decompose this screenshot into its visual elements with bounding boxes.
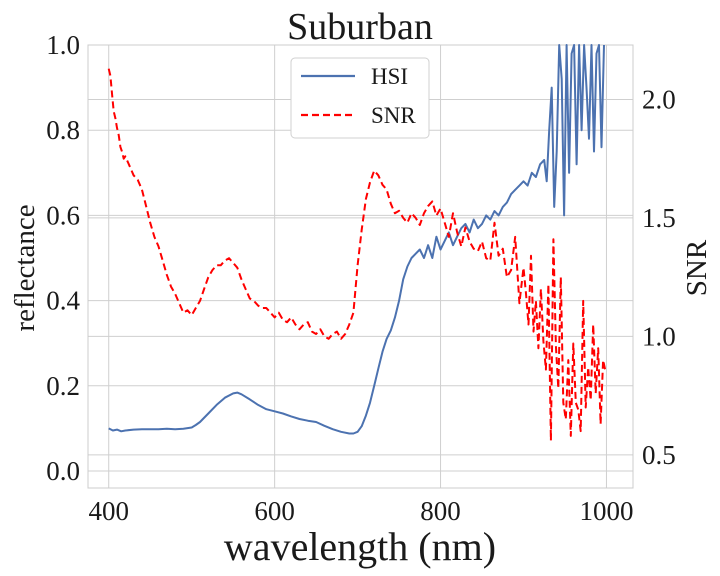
x-tick-label: 1000 bbox=[579, 496, 633, 526]
legend-frame bbox=[290, 57, 430, 139]
legend-snr-label: SNR bbox=[371, 103, 416, 128]
legend-hsi-label: HSI bbox=[371, 64, 408, 89]
chart-title: Suburban bbox=[287, 6, 433, 48]
x-tick-label: 600 bbox=[254, 496, 295, 526]
y-tick-label: 0.0 bbox=[46, 456, 80, 486]
y2-tick-label: 2.0 bbox=[642, 84, 676, 114]
series-line-hsi bbox=[108, 44, 605, 435]
x-axis-label: wavelength (nm) bbox=[224, 524, 496, 569]
x-axis-ticks: 400 600 800 1000 bbox=[88, 496, 633, 526]
y-tick-label: 0.8 bbox=[46, 115, 80, 145]
y-axis-label: reflectance bbox=[9, 204, 41, 331]
x-tick-label: 800 bbox=[420, 496, 461, 526]
y2-axis-ticks: 0.5 1.0 1.5 2.0 bbox=[642, 84, 676, 469]
series-layer bbox=[107, 44, 607, 442]
y2-tick-label: 1.0 bbox=[642, 321, 676, 351]
y-tick-label: 0.2 bbox=[46, 371, 80, 401]
y-tick-label: 0.6 bbox=[46, 200, 80, 230]
y-tick-label: 0.4 bbox=[46, 286, 80, 316]
y-tick-label: 1.0 bbox=[46, 30, 80, 60]
legend: HSI SNR bbox=[290, 57, 430, 139]
x-tick-label: 400 bbox=[88, 496, 129, 526]
y-axis-ticks: 0.0 0.2 0.4 0.6 0.8 1.0 bbox=[46, 30, 80, 486]
series-line-snr bbox=[107, 68, 607, 442]
y2-tick-label: 0.5 bbox=[642, 440, 676, 470]
y2-axis-label: SNR bbox=[681, 239, 713, 296]
y2-tick-label: 1.5 bbox=[642, 203, 676, 233]
plot-area-frame bbox=[87, 44, 634, 489]
